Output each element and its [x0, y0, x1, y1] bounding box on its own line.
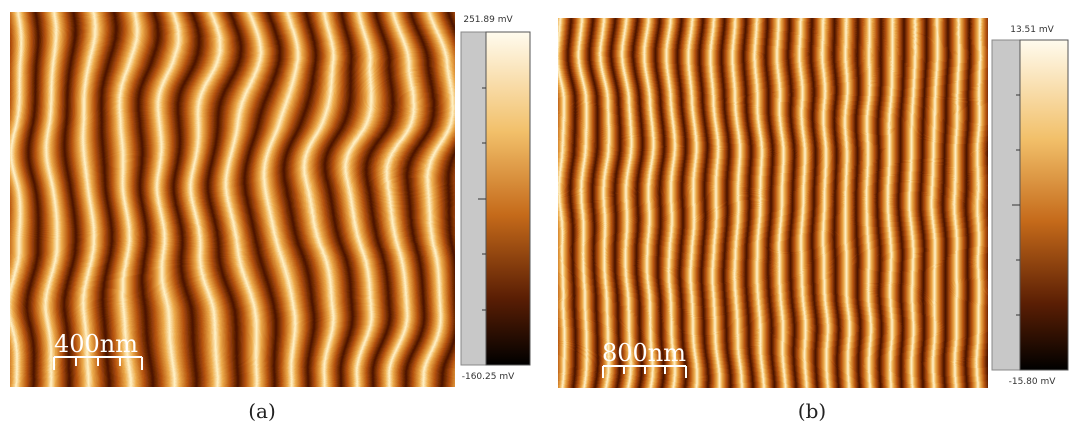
- colorbar-ticks: [478, 87, 486, 311]
- scale-bar-a: [53, 356, 143, 370]
- image-b: [558, 18, 988, 388]
- colorbar-max: 13.51 mV: [1010, 25, 1054, 35]
- colorbar-max: 251.89 mV: [463, 15, 513, 25]
- caption: (b): [798, 399, 826, 423]
- colorbar-min: -15.80 mV: [1009, 377, 1057, 387]
- colorbar: [1019, 39, 1069, 371]
- colorbar-ticks: [1012, 94, 1020, 316]
- image-a: [10, 12, 455, 387]
- scale-bar-label: 800nm: [602, 339, 686, 367]
- scale-bar-label: 400nm: [54, 330, 138, 358]
- scale-bar-b: [602, 365, 687, 378]
- colorbar: [485, 31, 531, 366]
- colorbar-min: -160.25 mV: [462, 372, 515, 382]
- caption: (a): [248, 399, 276, 423]
